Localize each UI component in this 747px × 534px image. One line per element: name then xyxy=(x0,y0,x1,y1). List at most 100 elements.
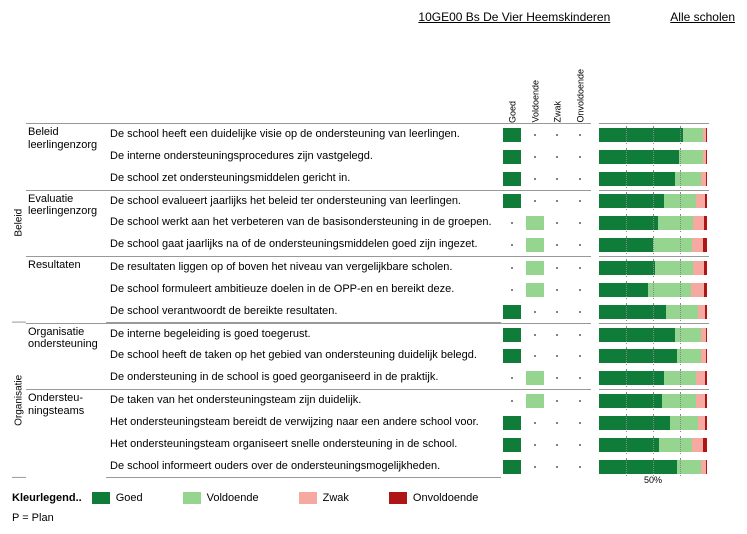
score-cell xyxy=(501,390,524,412)
legend-label: Voldoende xyxy=(207,492,259,504)
indicator-text: De school informeert ouders over de onde… xyxy=(106,456,501,478)
score-dot xyxy=(556,311,558,313)
score-cell xyxy=(524,234,547,256)
stacked-segment xyxy=(706,128,707,142)
score-cells xyxy=(501,412,591,434)
assessment-grid: GoedVoldoendeZwakOnvoldoendeBeleidBeleid… xyxy=(12,68,735,478)
legend-swatch xyxy=(183,492,201,504)
score-cells xyxy=(501,345,591,367)
score-cells xyxy=(501,367,591,389)
stacked-segment xyxy=(664,371,696,385)
score-dot xyxy=(579,400,581,402)
indicator-text: De school heeft de taken op het gebied v… xyxy=(106,345,501,367)
stacked-segment xyxy=(675,172,701,186)
score-box xyxy=(503,305,521,319)
indicator-text: De taken van het ondersteuningsteam zijn… xyxy=(106,389,501,412)
stacked-bar xyxy=(599,172,707,186)
indicator-text: De school verantwoordt de bereikte resul… xyxy=(106,301,501,323)
stacked-bar: 50% xyxy=(599,460,707,474)
stacked-segment xyxy=(599,305,666,319)
score-dot xyxy=(579,466,581,468)
score-cell xyxy=(569,456,592,478)
stacked-bar xyxy=(599,416,707,430)
score-cell xyxy=(546,168,569,190)
stacked-segment xyxy=(662,394,697,408)
score-cell xyxy=(569,234,592,256)
score-cell xyxy=(501,345,524,367)
indicator-text: De school zet ondersteuningsmiddelen ger… xyxy=(106,168,501,190)
score-dot xyxy=(579,355,581,357)
score-dot xyxy=(511,289,513,291)
score-cell xyxy=(501,412,524,434)
color-legend: Kleurlegend.. GoedVoldoendeZwakOnvoldoen… xyxy=(12,492,735,504)
stacked-segment xyxy=(658,216,693,230)
stacked-segment xyxy=(648,283,691,297)
score-cell xyxy=(569,324,592,346)
score-cell xyxy=(546,146,569,168)
score-dot xyxy=(534,466,536,468)
stacked-segment xyxy=(706,460,707,474)
score-cell xyxy=(546,257,569,279)
legend-item: Zwak xyxy=(299,492,349,504)
score-box xyxy=(526,238,544,252)
school-link[interactable]: 10GE00 Bs De Vier Heemskinderen xyxy=(418,10,610,24)
score-cell xyxy=(524,412,547,434)
stacked-segment xyxy=(696,394,705,408)
score-cell xyxy=(524,434,547,456)
stacked-bar xyxy=(599,328,707,342)
score-cell xyxy=(546,234,569,256)
stacked-segment xyxy=(599,261,655,275)
stacked-segment xyxy=(704,261,707,275)
stacked-bar-cell xyxy=(599,301,709,323)
stacked-bar-cell xyxy=(599,123,709,146)
stacked-bar-cell xyxy=(599,389,709,412)
score-cell xyxy=(501,168,524,190)
stacked-bar-cell xyxy=(599,168,709,190)
score-cells xyxy=(501,234,591,256)
score-cell xyxy=(501,279,524,301)
score-box xyxy=(503,349,521,363)
stacked-segment xyxy=(705,305,707,319)
score-cell xyxy=(546,390,569,412)
score-dot xyxy=(556,355,558,357)
stacked-bar-cell xyxy=(599,279,709,301)
score-cell xyxy=(546,279,569,301)
score-cell xyxy=(501,257,524,279)
stacked-segment xyxy=(599,416,670,430)
score-dot xyxy=(511,222,513,224)
stacked-segment xyxy=(703,238,707,252)
score-dot xyxy=(556,156,558,158)
score-cell xyxy=(546,412,569,434)
score-dot xyxy=(511,244,513,246)
score-column-header: Goed xyxy=(501,99,524,123)
score-dot xyxy=(556,444,558,446)
indicator-text: De school gaat jaarlijks na of de onders… xyxy=(106,234,501,256)
legend-label: Onvoldoende xyxy=(413,492,478,504)
score-dot xyxy=(534,444,536,446)
score-dot xyxy=(556,200,558,202)
score-dot xyxy=(579,178,581,180)
score-cell xyxy=(501,324,524,346)
all-schools-link[interactable]: Alle scholen xyxy=(670,10,735,24)
score-box xyxy=(503,328,521,342)
score-cell xyxy=(569,146,592,168)
score-cells xyxy=(501,389,591,412)
stacked-bar-cell xyxy=(599,434,709,456)
legend-item: Goed xyxy=(92,492,143,504)
stacked-segment xyxy=(670,416,698,430)
score-cell xyxy=(569,345,592,367)
legend-swatch xyxy=(299,492,317,504)
stacked-segment xyxy=(705,194,707,208)
score-dot xyxy=(579,444,581,446)
stacked-segment xyxy=(599,438,659,452)
score-dot xyxy=(579,200,581,202)
stacked-segment xyxy=(677,460,701,474)
score-cell xyxy=(569,191,592,213)
indicator-text: De resultaten liggen op of boven het niv… xyxy=(106,256,501,279)
stacked-segment xyxy=(691,283,704,297)
score-box xyxy=(503,460,521,474)
score-cell xyxy=(524,324,547,346)
category-label: Ondersteu- ningsteams xyxy=(26,389,106,477)
stacked-bar xyxy=(599,128,707,142)
score-cells xyxy=(501,456,591,478)
